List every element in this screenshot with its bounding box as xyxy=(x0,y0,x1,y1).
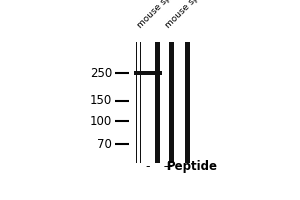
Text: 150: 150 xyxy=(90,95,112,108)
Bar xyxy=(155,42,160,163)
Text: mouse spleen: mouse spleen xyxy=(164,0,215,30)
Text: 70: 70 xyxy=(97,138,112,151)
Text: 100: 100 xyxy=(90,115,112,128)
Text: +: + xyxy=(162,160,173,173)
Bar xyxy=(185,42,190,163)
Text: Peptide: Peptide xyxy=(167,160,218,173)
Text: -: - xyxy=(146,160,150,173)
Text: mouse spleen: mouse spleen xyxy=(136,0,187,30)
Bar xyxy=(134,71,162,75)
Bar xyxy=(140,42,141,163)
Text: 250: 250 xyxy=(90,67,112,80)
Bar xyxy=(136,42,137,163)
Bar xyxy=(169,42,174,163)
